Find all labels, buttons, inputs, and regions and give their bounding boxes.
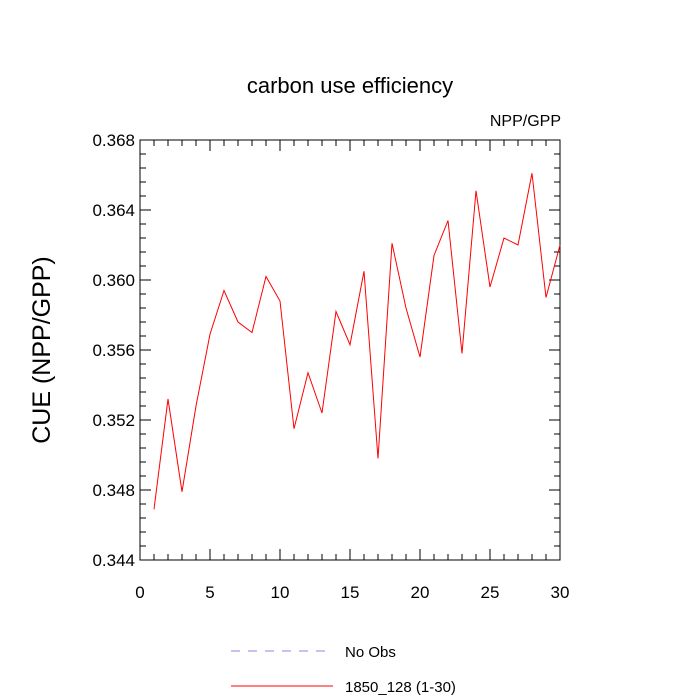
y-tick-label: 0.364 [92, 201, 135, 220]
x-tick-label: 5 [205, 583, 214, 602]
y-tick-label: 0.352 [92, 411, 135, 430]
series-layer [153, 173, 561, 510]
y-tick-label: 0.368 [92, 131, 135, 150]
x-tick-label: 20 [411, 583, 430, 602]
y-tick-label: 0.356 [92, 341, 135, 360]
y-axis-label: CUE (NPP/GPP) [28, 256, 56, 444]
y-tick-label: 0.360 [92, 271, 135, 290]
y-tick-label: 0.344 [92, 551, 135, 570]
x-tick-label: 10 [271, 583, 290, 602]
y-tick-label: 0.348 [92, 481, 135, 500]
axis-ticks: 0 5 10 15 20 25 30 0.344 0.348 0.352 0.356 0.360 0.3… [92, 131, 569, 602]
x-tick-label: 15 [341, 583, 360, 602]
chart-title: carbon use efficiency [247, 73, 453, 98]
legend: No Obs 1850_128 (1-30) [231, 644, 456, 696]
x-tick-label: 0 [135, 583, 144, 602]
x-tick-label: 25 [481, 583, 500, 602]
plot-area-frame [139, 139, 561, 561]
legend-label: No Obs [345, 644, 396, 661]
series-line [153, 173, 561, 510]
x-tick-label: 30 [551, 583, 570, 602]
chart-subtitle: NPP/GPP [490, 113, 561, 130]
legend-label: 1850_128 (1-30) [345, 679, 456, 696]
